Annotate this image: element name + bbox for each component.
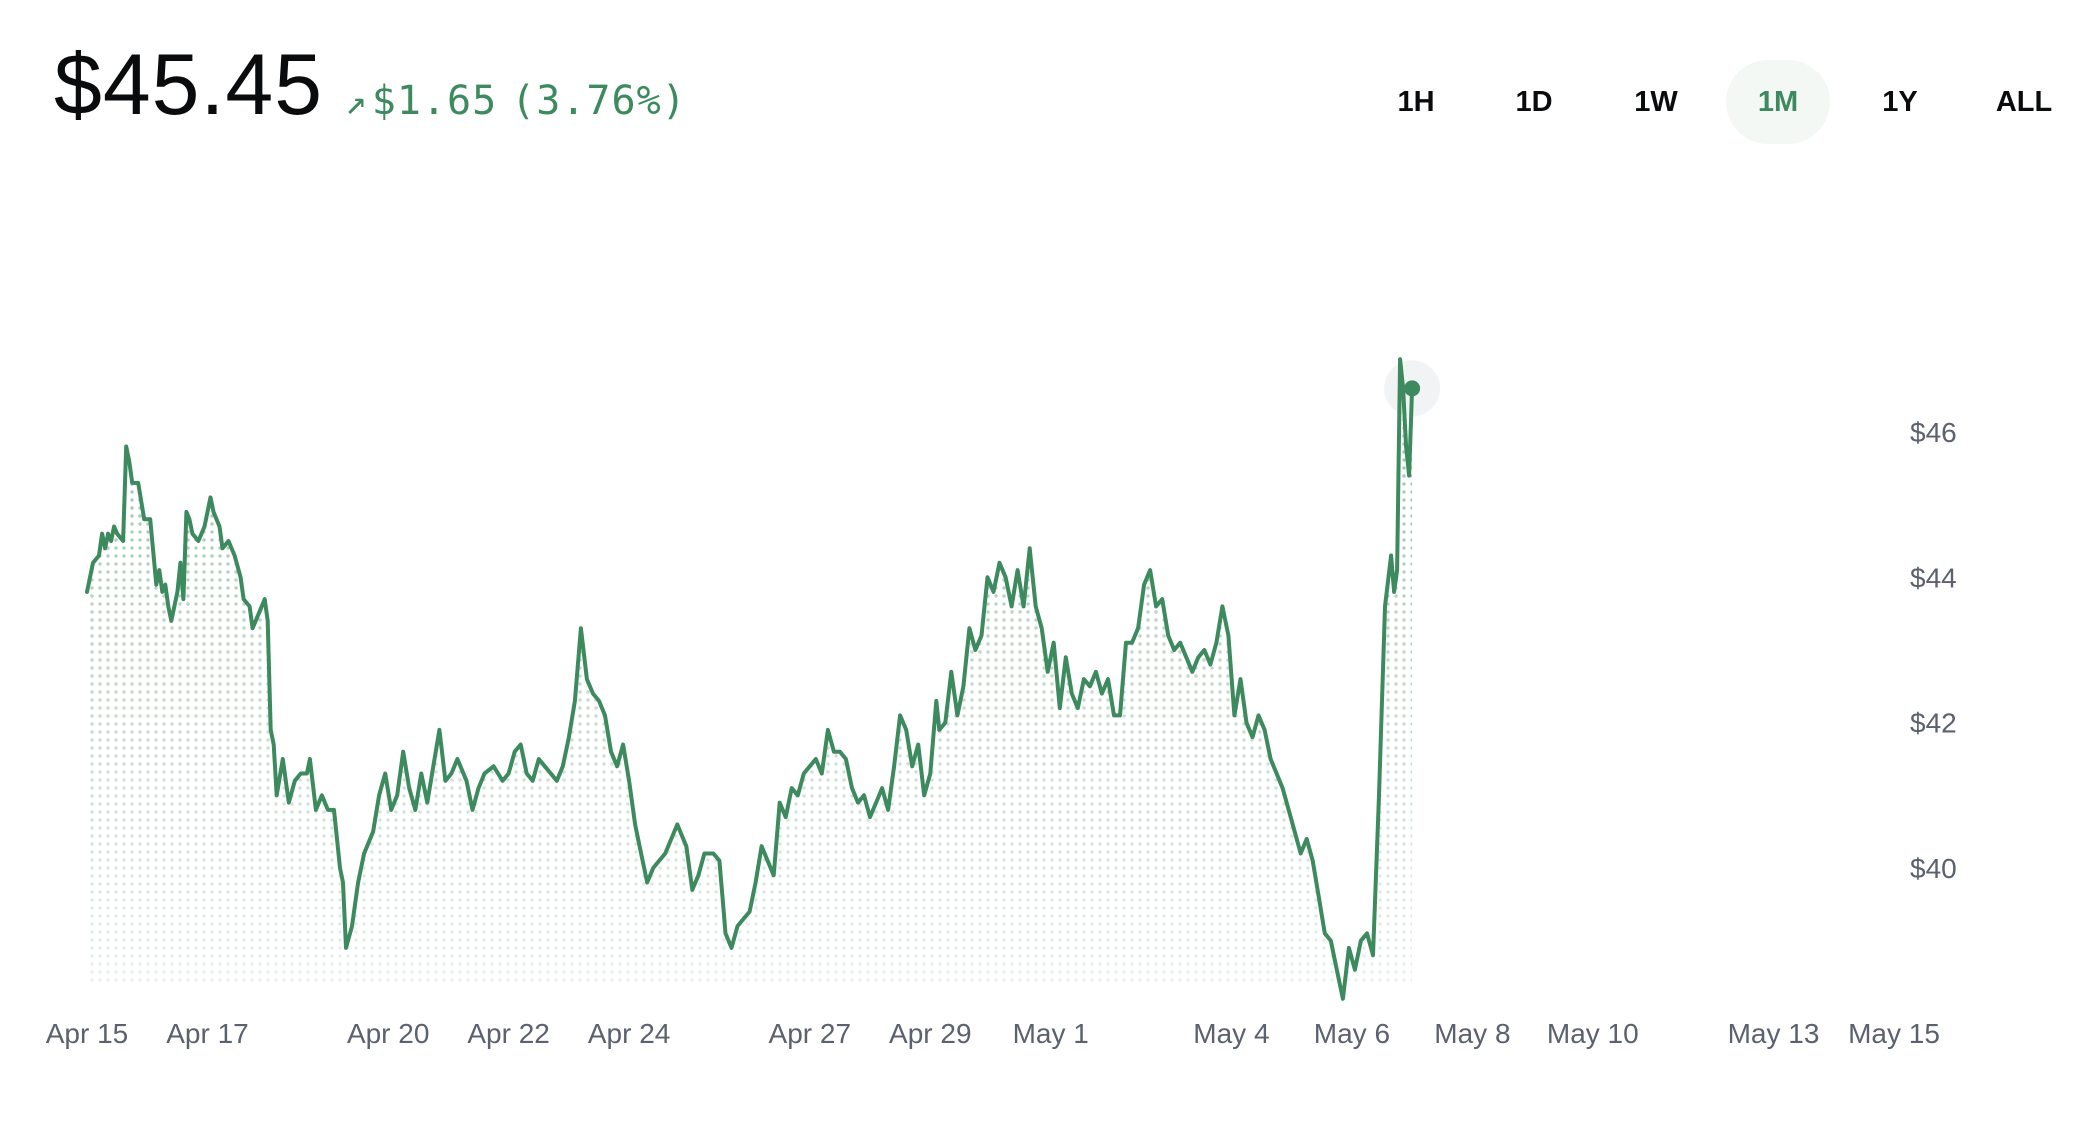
change-amount: $1.65	[371, 78, 498, 124]
x-tick-label: Apr 29	[889, 1018, 972, 1049]
x-tick-label: Apr 22	[467, 1018, 550, 1049]
y-tick-label: $46	[1910, 417, 1957, 448]
current-price: $45.45	[54, 37, 324, 133]
range-1h-button[interactable]: 1H	[1397, 86, 1435, 118]
y-tick-label: $40	[1910, 853, 1957, 884]
marker-dot	[1404, 380, 1421, 397]
price-line	[85, 357, 1415, 1001]
x-tick-label: Apr 17	[166, 1018, 249, 1049]
current-price-marker	[1404, 380, 1421, 397]
x-tick-label: May 1	[1013, 1018, 1089, 1049]
range-1w-button[interactable]: 1W	[1634, 86, 1678, 118]
range-1y-button[interactable]: 1Y	[1882, 86, 1918, 118]
x-tick-label: Apr 20	[347, 1018, 430, 1049]
x-tick-label: Apr 24	[588, 1018, 671, 1049]
range-all-button[interactable]: ALL	[1995, 86, 2053, 118]
y-tick-label: $44	[1910, 562, 1957, 593]
range-1m-button[interactable]: 1M	[1726, 60, 1830, 144]
x-axis-ticks: Apr 15 Apr 17 Apr 20 Apr 22 Apr 24 Apr 27 Apr …	[46, 1018, 1940, 1049]
x-tick-label: Apr 15	[46, 1018, 129, 1049]
x-tick-label: Apr 27	[769, 1018, 852, 1049]
x-tick-label: May 4	[1193, 1018, 1269, 1049]
x-tick-label: May 13	[1728, 1018, 1820, 1049]
y-tick-label: $42	[1910, 708, 1957, 739]
x-tick-label: May 15	[1848, 1018, 1940, 1049]
time-range-selector: 1H 1D 1W 1M 1Y ALL	[1366, 60, 2092, 144]
arrow-up-right-icon: ↗	[345, 82, 368, 123]
price-line-layer	[85, 357, 1415, 1001]
price-change: ↗ $1.65 (3.76%)	[345, 78, 687, 124]
change-percent: (3.76%)	[511, 78, 687, 124]
x-tick-label: May 8	[1434, 1018, 1510, 1049]
range-1d-button[interactable]: 1D	[1515, 86, 1553, 118]
area-dots	[87, 359, 1413, 999]
y-axis-ticks: $40 $42 $44 $46	[1910, 417, 1957, 884]
x-tick-label: May 10	[1547, 1018, 1639, 1049]
price-area-fill	[87, 359, 1413, 999]
price-header: $45.45 ↗ $1.65 (3.76%)	[54, 36, 687, 135]
x-tick-label: May 6	[1314, 1018, 1390, 1049]
